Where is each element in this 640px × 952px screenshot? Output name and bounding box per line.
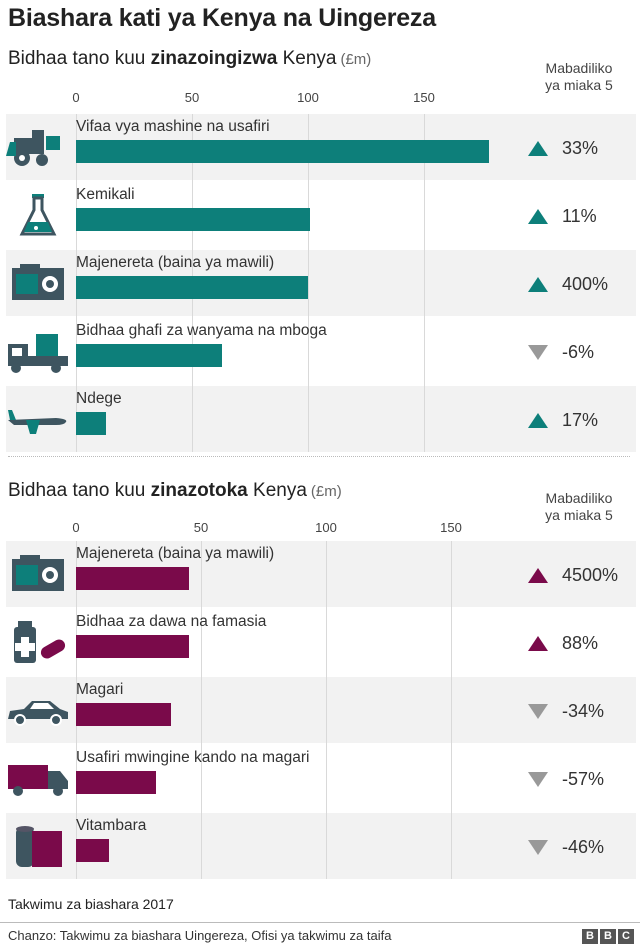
triangle-up-icon [528, 568, 548, 583]
change-text: 17% [562, 410, 599, 430]
triangle-up-icon [528, 277, 548, 292]
change-text: -34% [562, 701, 605, 721]
triangle-down-icon [528, 704, 548, 719]
change-value: 33% [528, 138, 598, 159]
bar [76, 703, 171, 726]
category-label: Majenereta (baina ya mawili) [76, 254, 275, 271]
gridline [424, 114, 425, 452]
bar [76, 412, 107, 435]
triangle-up-icon [528, 209, 548, 224]
bar [76, 208, 311, 231]
footer-rule [0, 922, 640, 923]
flask-icon [6, 190, 70, 240]
change-text: 88% [562, 633, 599, 653]
exports-unit: (£m) [310, 483, 342, 500]
change-text: 4500% [562, 565, 619, 585]
section-divider [8, 456, 630, 457]
change-header-line2: ya miaka 5 [545, 507, 613, 523]
exports-title-bold: zinazotoka [150, 480, 248, 501]
exports-section-title: Bidhaa tano kuu zinazotoka Kenya (£m) [8, 480, 342, 502]
airplane-icon [6, 394, 70, 444]
change-value: -34% [528, 701, 604, 722]
gridline [451, 541, 452, 879]
source-text: Chanzo: Takwimu za biashara Uingereza, O… [8, 928, 392, 943]
category-label: Bidhaa za dawa na famasia [76, 613, 267, 630]
bar [76, 344, 223, 367]
gridline [201, 541, 202, 879]
bar [76, 567, 189, 590]
change-value: 11% [528, 206, 597, 227]
gridline [308, 114, 309, 452]
change-value: 4500% [528, 565, 618, 586]
generator-icon [6, 549, 70, 599]
fabric-roll-icon [6, 821, 70, 871]
imports-section-title: Bidhaa tano kuu zinazoingizwa Kenya (£m) [8, 48, 371, 70]
change-value: -6% [528, 342, 594, 363]
logo-letter: B [600, 929, 616, 944]
x-tick-label: 0 [72, 520, 80, 535]
car-icon [6, 685, 70, 735]
generator-icon [6, 258, 70, 308]
imports-title-post: Kenya [277, 48, 337, 69]
triangle-down-icon [528, 345, 548, 360]
change-text: -46% [562, 837, 605, 857]
change-text: 11% [562, 206, 597, 226]
x-tick-label: 150 [413, 90, 435, 105]
gridline [326, 541, 327, 879]
change-value: 88% [528, 633, 598, 654]
bar [76, 635, 189, 658]
x-tick-label: 0 [72, 90, 80, 105]
data-note: Takwimu za biashara 2017 [8, 896, 174, 912]
truck-crate-icon [6, 326, 70, 376]
triangle-up-icon [528, 413, 548, 428]
category-label: Kemikali [76, 186, 135, 203]
category-label: Vitambara [76, 817, 147, 834]
change-header-line1: Mabadiliko [545, 60, 613, 76]
category-label: Majenereta (baina ya mawili) [76, 545, 275, 562]
bar [76, 839, 109, 862]
change-text: 33% [562, 138, 599, 158]
chart-title: Biashara kati ya Kenya na Uingereza [8, 4, 436, 32]
exports-title-pre: Bidhaa tano kuu [8, 480, 151, 501]
category-label: Ndege [76, 390, 122, 407]
category-label: Bidhaa ghafi za wanyama na mboga [76, 322, 327, 339]
bar [76, 771, 156, 794]
exports-title-post: Kenya [247, 480, 307, 501]
change-value: -46% [528, 837, 604, 858]
triangle-up-icon [528, 636, 548, 651]
truck-icon [6, 753, 70, 803]
imports-change-header: Mabadiliko ya miaka 5 [524, 60, 634, 94]
bar [76, 276, 308, 299]
change-value: 17% [528, 410, 598, 431]
exports-change-header: Mabadiliko ya miaka 5 [524, 490, 634, 524]
change-text: -6% [562, 342, 595, 362]
category-label: Magari [76, 681, 124, 698]
x-tick-label: 100 [297, 90, 319, 105]
change-header-line1: Mabadiliko [545, 490, 613, 506]
x-tick-label: 100 [315, 520, 337, 535]
bbc-logo: B B C [582, 929, 634, 944]
change-text: 400% [562, 274, 609, 294]
imports-title-pre: Bidhaa tano kuu [8, 48, 151, 69]
category-label: Vifaa vya mashine na usafiri [76, 118, 270, 135]
category-label: Usafiri mwingine kando na magari [76, 749, 310, 766]
triangle-up-icon [528, 141, 548, 156]
change-text: -57% [562, 769, 605, 789]
x-tick-label: 50 [193, 520, 209, 535]
x-tick-label: 150 [440, 520, 462, 535]
bar [76, 140, 489, 163]
change-value: 400% [528, 274, 608, 295]
change-header-line2: ya miaka 5 [545, 77, 613, 93]
tractor-icon [6, 122, 70, 172]
imports-unit: (£m) [340, 51, 372, 68]
imports-title-bold: zinazoingizwa [150, 48, 278, 69]
medicine-icon [6, 617, 70, 667]
triangle-down-icon [528, 840, 548, 855]
logo-letter: B [582, 929, 598, 944]
triangle-down-icon [528, 772, 548, 787]
logo-letter: C [618, 929, 634, 944]
x-tick-label: 50 [184, 90, 200, 105]
change-value: -57% [528, 769, 604, 790]
